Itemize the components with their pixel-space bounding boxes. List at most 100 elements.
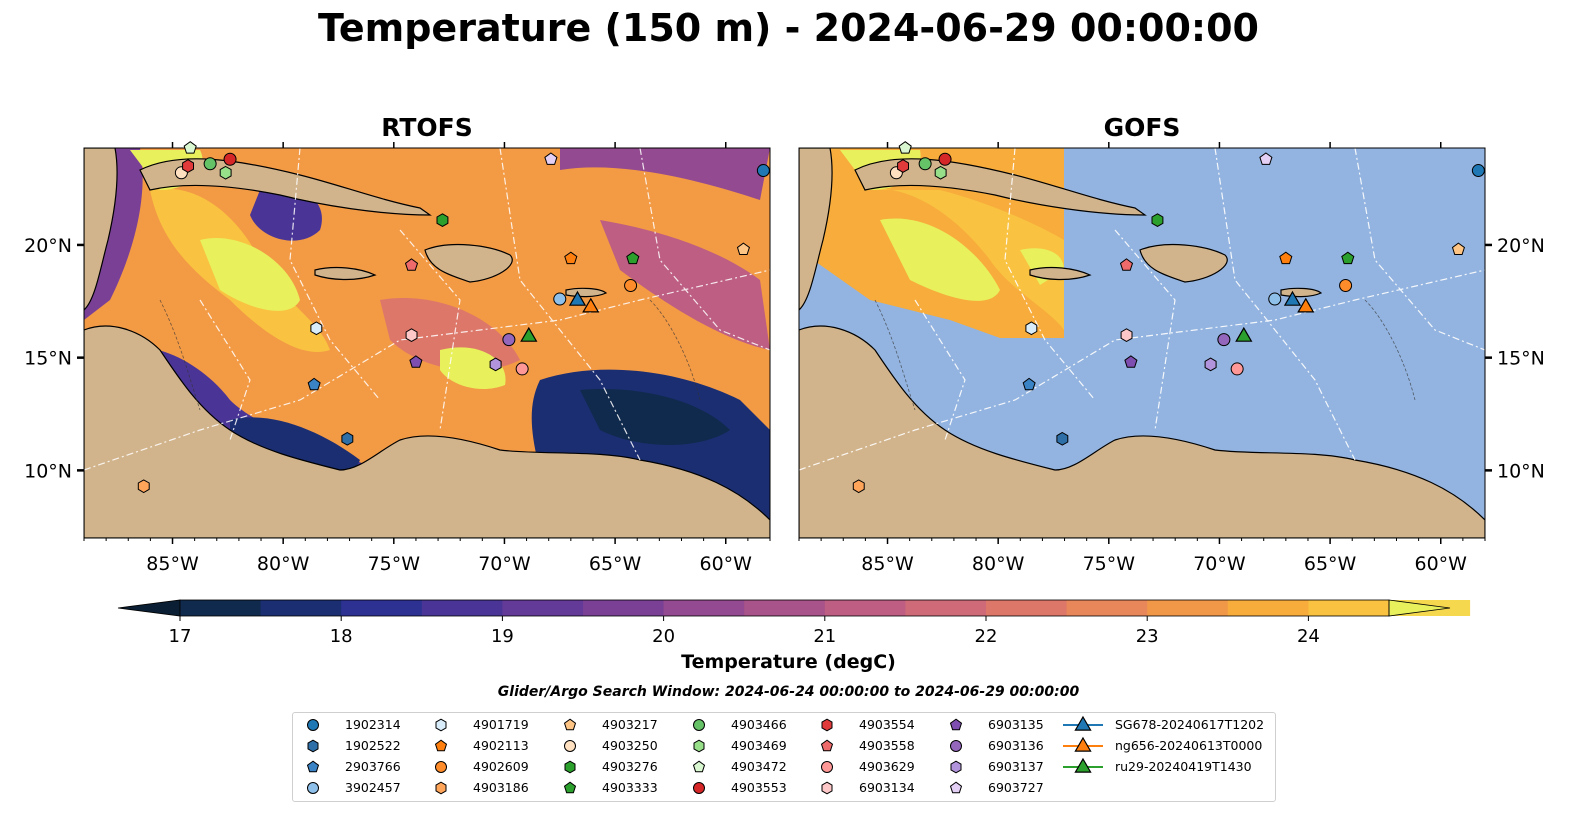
gofs-argo-marker-6903136	[1217, 333, 1231, 347]
legend-label: 4903217	[602, 717, 658, 732]
float-markers	[137, 141, 1485, 494]
legend-marker-circle-icon	[693, 782, 705, 794]
rtofs-argo-marker-3902457	[553, 292, 567, 306]
rtofs-glider-marker-SG678-20240617T1202	[568, 290, 587, 306]
lon-tick-label: 65°W	[589, 553, 642, 575]
hispaniola-land	[1139, 243, 1228, 283]
legend-label: 4903469	[731, 738, 787, 753]
rtofs-glider-marker-ng656-20240613T0000	[582, 297, 600, 313]
legend-marker-pentagon-icon	[434, 739, 448, 752]
lon-tick-label: 85°W	[861, 553, 914, 575]
legend-label: 4903554	[859, 717, 915, 732]
legend-marker-hexagon-icon	[435, 718, 447, 732]
colorbar-segments	[117, 599, 1471, 621]
yucatan-land	[84, 148, 118, 311]
legend-label: 4903250	[602, 738, 658, 753]
legend-marker-hexagon-icon	[435, 781, 447, 795]
rtofs-argo-marker-4903217	[736, 242, 750, 255]
rtofs-argo-marker-4901719	[310, 321, 323, 336]
legend-marker-hexagon-icon	[307, 739, 319, 753]
panel-title-gofs: GOFS	[1103, 113, 1181, 142]
south-central-america-land	[799, 325, 1485, 538]
colorbar-segment	[1147, 600, 1229, 616]
gofs-argo-marker-4903554	[897, 159, 909, 173]
gofs-glider-marker-SG678-20240617T1202	[1283, 290, 1302, 306]
gofs-depth-contours	[874, 299, 1416, 411]
gofs-argo-marker-3902457	[1268, 292, 1282, 306]
rtofs-warm-patch	[440, 347, 506, 390]
gofs-argo-marker-2903766	[1022, 377, 1036, 391]
rtofs-argo-marker-4903276	[436, 213, 449, 227]
cuba-land	[139, 158, 432, 216]
colorbar-tick-label: 18	[329, 626, 353, 647]
gofs-map-panel	[799, 148, 1485, 538]
rtofs-mid-patch	[560, 148, 770, 200]
legend-marker-circle-icon	[435, 761, 447, 773]
colorbar-tick-label: 21	[813, 626, 837, 647]
hispaniola-land	[424, 243, 513, 283]
south-central-america-land	[84, 325, 770, 538]
lon-tick-label: 70°W	[1193, 553, 1246, 575]
legend-marker-hexagon-icon	[564, 760, 576, 774]
gofs-argo-marker-4903469	[934, 165, 947, 180]
gofs-argo-marker-6903134	[1120, 328, 1133, 342]
legend-label: 6903134	[859, 780, 915, 795]
rtofs-argo-marker-6903134	[405, 328, 418, 342]
legend-label: SG678-20240617T1202	[1115, 717, 1265, 732]
rtofs-argo-marker-4903333	[626, 251, 640, 265]
rtofs-argo-marker-1902314	[756, 164, 770, 178]
legend-marker-pentagon-icon	[949, 718, 963, 731]
lon-tick-label: 80°W	[257, 553, 310, 575]
axis-ticks: 85°W 80°W 75°W 70°W 65°W 60°W 10°N 15°N 20°N 85°W…	[24, 142, 1545, 575]
lat-tick-label: 15°N	[1497, 348, 1545, 370]
figure-title: Temperature (150 m) - 2024-06-29 00:00:0…	[317, 6, 1259, 50]
puerto-rico-land	[1280, 287, 1323, 298]
colorbar-segment	[1066, 600, 1148, 616]
legend-label: 3902457	[345, 780, 401, 795]
gofs-argo-marker-4903472	[898, 141, 912, 154]
gofs-glider-marker-ru29-20240419T1430	[1235, 326, 1253, 342]
legend-label: 4903472	[731, 759, 787, 774]
gofs-argo-marker-4903186	[852, 479, 865, 494]
legend-marker-pentagon-icon	[820, 739, 834, 752]
rtofs-argo-marker-4903186	[137, 479, 150, 494]
legend-marker-hexagon-icon	[950, 760, 962, 774]
colorbar-segment	[1308, 600, 1390, 616]
gofs-argo-marker-4903276	[1151, 213, 1164, 227]
colorbar-outline	[179, 599, 1390, 617]
rtofs-argo-marker-4903466	[203, 157, 217, 171]
rtofs-argo-marker-4902609	[624, 279, 638, 293]
colorbar-tick-label: 24	[1296, 626, 1320, 647]
yucatan-land	[799, 148, 833, 311]
legend-label: 4902609	[473, 759, 529, 774]
legend-marker-circle-icon	[950, 740, 962, 752]
lon-tick-label: 60°W	[1415, 553, 1468, 575]
legend-marker-pentagon-icon	[563, 781, 577, 794]
rtofs-land	[84, 148, 770, 538]
gofs-frame	[798, 147, 1486, 539]
legend-label: 4903186	[473, 780, 529, 795]
legend-label: ru29-20240419T1430	[1115, 759, 1252, 774]
rtofs-warm-patch	[200, 238, 300, 311]
legend-label: 4902113	[473, 738, 529, 753]
lat-tick-label: 15°N	[24, 348, 72, 370]
rtofs-argo-marker-4902113	[564, 251, 578, 265]
gofs-argo-marker-6903727	[1259, 152, 1273, 165]
legend-marker-pentagon-icon	[563, 718, 577, 731]
rtofs-frame	[83, 147, 771, 539]
legend-marker-pentagon-icon	[306, 760, 320, 773]
legend-label: 4903276	[602, 759, 658, 774]
lon-tick-label: 75°W	[1083, 553, 1136, 575]
colorbar-segment	[824, 600, 906, 616]
colorbar-segment	[1227, 600, 1309, 616]
gofs-argo-marker-4902609	[1339, 279, 1353, 293]
jamaica-land	[1029, 266, 1092, 281]
legend-label: 4903629	[859, 759, 915, 774]
rtofs-argo-marker-6903137	[489, 357, 502, 372]
legend-label: 6903136	[988, 738, 1044, 753]
legend-label: 1902314	[345, 717, 401, 732]
gofs-glider-marker-ng656-20240613T0000	[1297, 297, 1315, 313]
gofs-argo-marker-4903217	[1451, 242, 1465, 255]
colorbar-segment	[744, 600, 826, 616]
legend-marker-hexagon-icon	[693, 739, 705, 753]
